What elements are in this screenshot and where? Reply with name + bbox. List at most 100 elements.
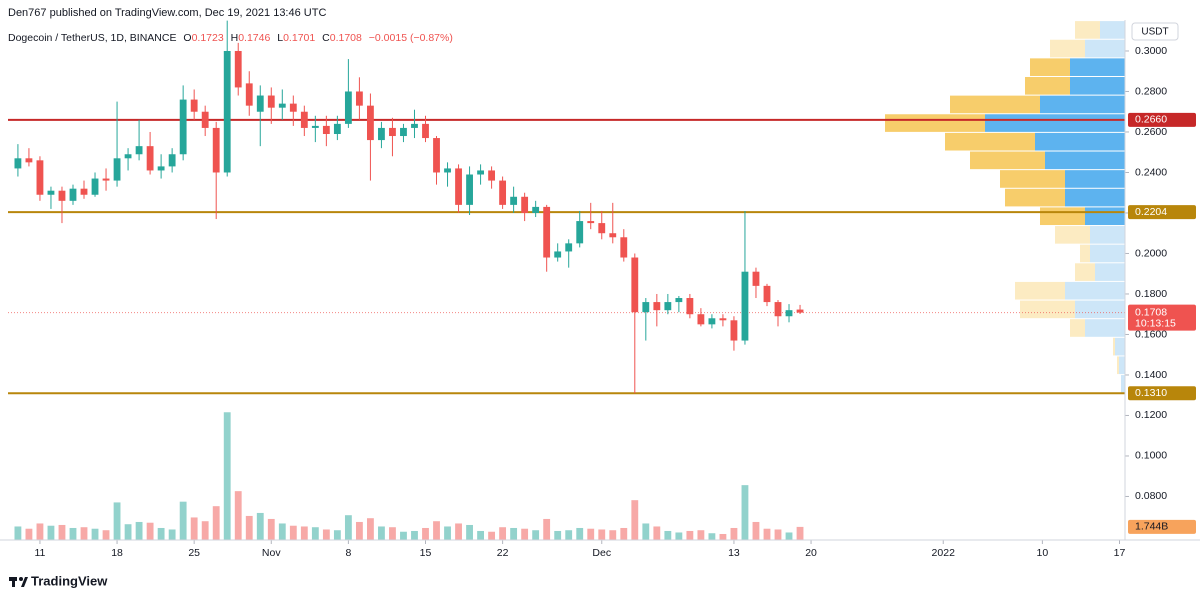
volume-bar: [190, 517, 198, 540]
candle-body: [752, 271, 760, 286]
change: −0.0015 (−0.87%): [369, 32, 453, 44]
volume-bar: [675, 532, 683, 540]
volume-bar: [796, 526, 804, 540]
candle-body: [135, 146, 143, 155]
profile-down-bar: [1030, 58, 1070, 76]
volume-bar: [80, 527, 88, 540]
candle-body: [80, 188, 88, 195]
volume-bar: [466, 524, 473, 540]
volume-bar: [543, 518, 551, 540]
x-tick-label: 25: [188, 547, 200, 559]
level-label-box: [1128, 386, 1196, 401]
candle-body: [730, 320, 738, 341]
candle-body: [289, 103, 297, 112]
candle-body: [333, 123, 341, 135]
profile-down-bar: [1070, 319, 1085, 337]
volume-bar: [157, 527, 165, 540]
volume-bar: [510, 527, 518, 540]
volume-bar: [267, 518, 275, 540]
volume-bar: [422, 527, 429, 540]
candle-body: [444, 168, 451, 173]
level-label-box: [1128, 112, 1196, 127]
candle-body: [521, 196, 529, 213]
candle-body: [311, 125, 319, 128]
volume-bar: [598, 529, 606, 540]
ohlc-label: C: [322, 32, 330, 44]
profile-down-bar: [950, 95, 1040, 114]
volume-bar: [686, 530, 694, 540]
candle-body: [499, 180, 507, 205]
candle-body: [234, 50, 242, 88]
candle-body: [25, 158, 33, 163]
volume-bar: [113, 502, 121, 540]
volume-bar: [367, 518, 374, 540]
profile-up-bar: [1085, 207, 1125, 226]
profile-up-bar: [1040, 95, 1125, 114]
candle-body: [455, 168, 462, 205]
y-tick-label: 0.2800: [1135, 85, 1167, 97]
volume-bar: [212, 506, 220, 540]
profile-down-bar: [1050, 39, 1085, 58]
logo-part: [12, 577, 15, 587]
profile-down-bar: [1117, 356, 1119, 375]
profile-up-bar: [1065, 281, 1125, 300]
volume-bar: [14, 526, 22, 540]
candle-body: [168, 154, 176, 167]
ohlc-value: 0.1701: [283, 32, 315, 44]
profile-up-bar: [985, 114, 1125, 132]
volume-bar: [763, 528, 771, 540]
profile-down-bar: [1113, 337, 1115, 356]
candle-body: [433, 138, 440, 173]
x-tick-label: 11: [34, 547, 45, 559]
volume-bar: [697, 530, 705, 540]
volume-bar: [102, 530, 110, 540]
candle-body: [411, 123, 418, 128]
candle-body: [69, 188, 77, 201]
ohlc-label: L: [277, 32, 283, 44]
candle-body: [554, 251, 562, 258]
y-tick-label: 0.1000: [1135, 450, 1167, 462]
ohlc-label: O: [183, 32, 191, 44]
candle-body: [763, 285, 771, 303]
volume-bar: [719, 533, 727, 540]
candle-body: [300, 111, 308, 128]
volume-bar: [58, 524, 66, 540]
candle-body: [58, 190, 66, 201]
candle-body: [422, 123, 429, 139]
volume-bar: [168, 529, 176, 540]
ohlc-value: 0.1723: [192, 32, 224, 44]
candle-body: [488, 170, 496, 181]
candle-body: [355, 91, 363, 106]
profile-up-bar: [1065, 170, 1125, 188]
profile-up-bar: [1070, 58, 1125, 76]
candle-body: [389, 127, 396, 137]
profile-up-bar: [1035, 132, 1125, 151]
volume-bar: [477, 530, 484, 540]
volume-bar: [300, 526, 308, 540]
candle-body: [587, 221, 595, 224]
y-tick-label: 0.1200: [1135, 409, 1167, 421]
profile-down-bar: [970, 151, 1045, 170]
brand-logo: [9, 577, 28, 587]
candle-body: [774, 302, 782, 317]
profile-up-bar: [1115, 337, 1125, 356]
x-tick-label: Dec: [592, 547, 611, 559]
volume-bar: [774, 529, 782, 540]
candle-body: [477, 170, 484, 175]
volume-bar: [576, 527, 584, 540]
candle-body: [642, 302, 650, 313]
candle-body: [708, 318, 716, 325]
candle-body: [278, 103, 286, 108]
level-label: 0.2204: [1135, 206, 1167, 218]
volume-bar: [400, 531, 407, 540]
volume-bar: [411, 530, 418, 540]
candle-body: [344, 91, 352, 124]
candle-body: [675, 298, 683, 303]
volume-bar: [146, 522, 154, 540]
x-tick-label: 8: [345, 547, 351, 559]
x-tick-label: 17: [1114, 547, 1126, 559]
volume-bar: [278, 523, 286, 540]
volume-bar: [785, 532, 793, 540]
symbol-legend: Dogecoin / TetherUS, 1D, BINANCE O0.1723…: [8, 32, 453, 44]
volume-bar: [565, 530, 573, 540]
